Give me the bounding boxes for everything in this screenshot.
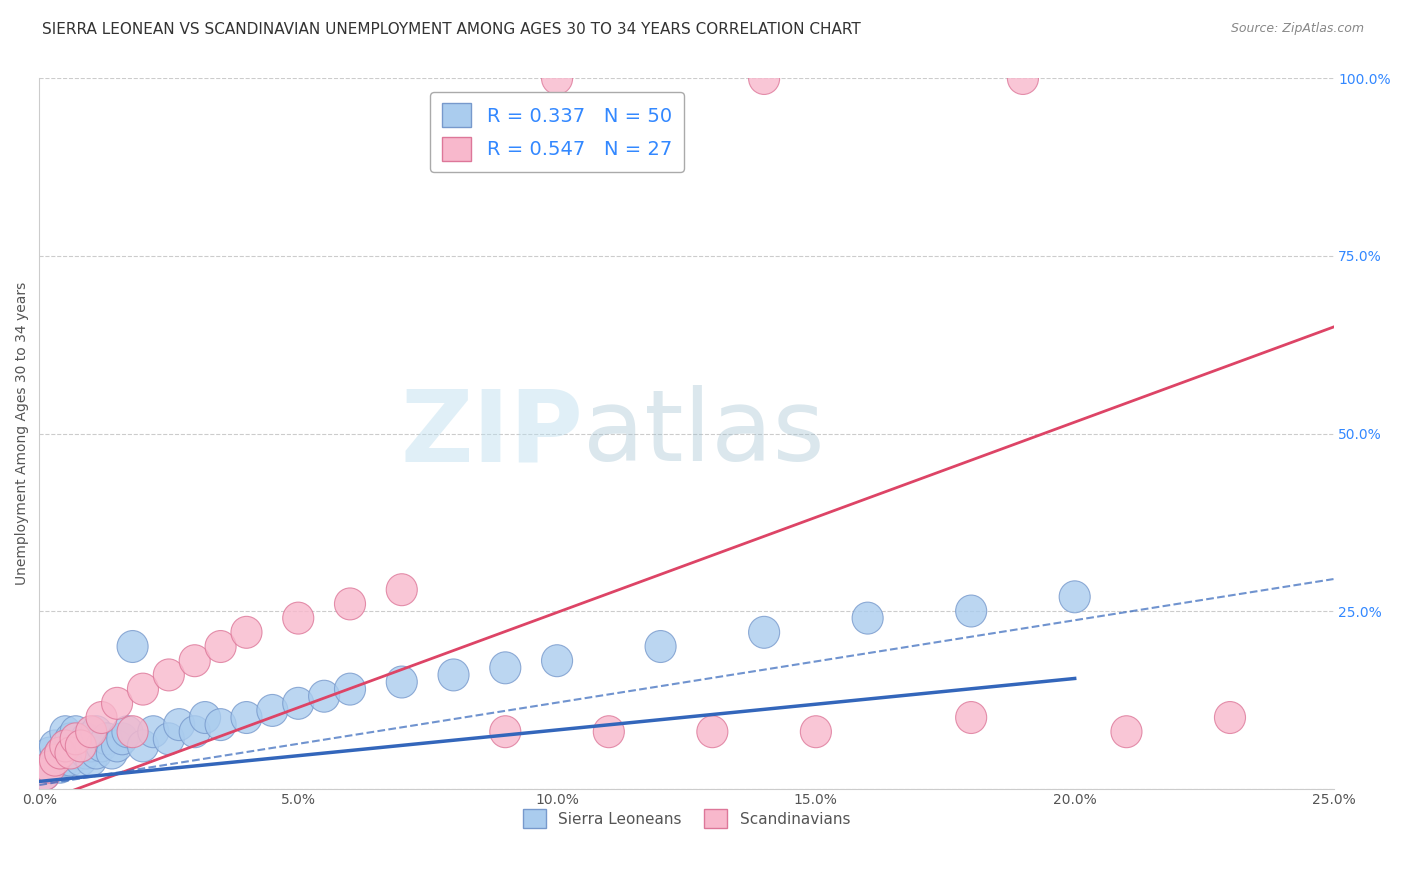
Ellipse shape [153, 723, 184, 755]
Ellipse shape [593, 715, 624, 747]
Ellipse shape [138, 715, 169, 747]
Ellipse shape [179, 715, 211, 747]
Ellipse shape [49, 715, 80, 747]
Ellipse shape [335, 588, 366, 620]
Ellipse shape [107, 723, 138, 755]
Ellipse shape [39, 744, 70, 776]
Ellipse shape [76, 715, 107, 747]
Text: ZIP: ZIP [401, 385, 583, 482]
Ellipse shape [308, 681, 340, 712]
Ellipse shape [30, 758, 60, 790]
Ellipse shape [1059, 581, 1090, 613]
Text: atlas: atlas [583, 385, 824, 482]
Ellipse shape [30, 758, 60, 790]
Ellipse shape [128, 673, 159, 705]
Ellipse shape [55, 744, 86, 776]
Ellipse shape [55, 723, 86, 755]
Ellipse shape [65, 744, 97, 776]
Ellipse shape [76, 730, 107, 762]
Ellipse shape [645, 631, 676, 663]
Ellipse shape [231, 616, 262, 648]
Ellipse shape [128, 730, 159, 762]
Ellipse shape [80, 737, 112, 769]
Ellipse shape [257, 695, 288, 726]
Ellipse shape [34, 737, 65, 769]
Ellipse shape [34, 751, 65, 783]
Ellipse shape [76, 744, 107, 776]
Ellipse shape [65, 730, 97, 762]
Ellipse shape [800, 715, 831, 747]
Ellipse shape [86, 730, 117, 762]
Ellipse shape [489, 715, 520, 747]
Ellipse shape [1008, 62, 1039, 95]
Ellipse shape [45, 751, 76, 783]
Ellipse shape [39, 744, 70, 776]
Ellipse shape [49, 730, 80, 762]
Ellipse shape [60, 737, 91, 769]
Ellipse shape [1111, 715, 1142, 747]
Ellipse shape [101, 688, 132, 719]
Ellipse shape [34, 751, 65, 783]
Ellipse shape [55, 737, 86, 769]
Legend: Sierra Leoneans, Scandinavians: Sierra Leoneans, Scandinavians [517, 804, 856, 834]
Ellipse shape [117, 715, 148, 747]
Ellipse shape [45, 737, 76, 769]
Ellipse shape [231, 701, 262, 733]
Y-axis label: Unemployment Among Ages 30 to 34 years: Unemployment Among Ages 30 to 34 years [15, 282, 30, 585]
Ellipse shape [283, 688, 314, 719]
Ellipse shape [112, 715, 143, 747]
Ellipse shape [205, 631, 236, 663]
Ellipse shape [283, 602, 314, 634]
Ellipse shape [748, 616, 780, 648]
Ellipse shape [748, 62, 780, 95]
Ellipse shape [49, 730, 80, 762]
Ellipse shape [163, 708, 194, 740]
Ellipse shape [205, 708, 236, 740]
Ellipse shape [39, 730, 70, 762]
Ellipse shape [86, 701, 117, 733]
Ellipse shape [179, 645, 211, 677]
Ellipse shape [697, 715, 728, 747]
Ellipse shape [60, 715, 91, 747]
Ellipse shape [956, 701, 987, 733]
Ellipse shape [70, 723, 101, 755]
Ellipse shape [45, 737, 76, 769]
Ellipse shape [60, 723, 91, 755]
Ellipse shape [101, 730, 132, 762]
Ellipse shape [335, 673, 366, 705]
Ellipse shape [541, 62, 572, 95]
Ellipse shape [190, 701, 221, 733]
Ellipse shape [1215, 701, 1246, 733]
Text: SIERRA LEONEAN VS SCANDINAVIAN UNEMPLOYMENT AMONG AGES 30 TO 34 YEARS CORRELATIO: SIERRA LEONEAN VS SCANDINAVIAN UNEMPLOYM… [42, 22, 860, 37]
Ellipse shape [65, 730, 97, 762]
Ellipse shape [541, 645, 572, 677]
Ellipse shape [80, 715, 112, 747]
Ellipse shape [387, 574, 418, 606]
Ellipse shape [852, 602, 883, 634]
Ellipse shape [117, 631, 148, 663]
Ellipse shape [956, 595, 987, 627]
Ellipse shape [91, 723, 122, 755]
Ellipse shape [489, 652, 520, 684]
Ellipse shape [439, 659, 470, 691]
Text: Source: ZipAtlas.com: Source: ZipAtlas.com [1230, 22, 1364, 36]
Ellipse shape [49, 744, 80, 776]
Ellipse shape [70, 737, 101, 769]
Ellipse shape [153, 659, 184, 691]
Ellipse shape [387, 666, 418, 698]
Ellipse shape [97, 737, 128, 769]
